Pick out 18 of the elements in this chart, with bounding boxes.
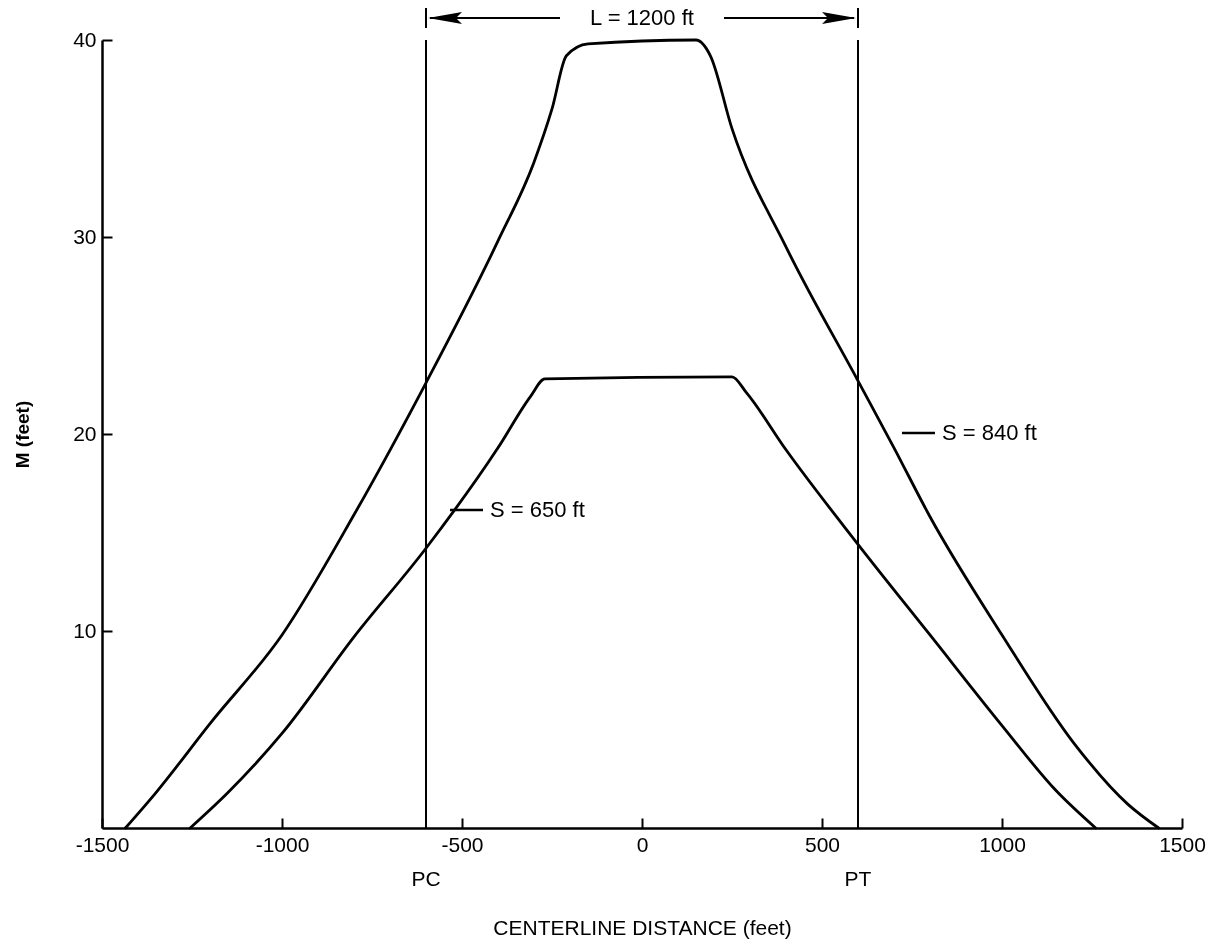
x-tick-label: 500 <box>804 832 841 856</box>
ref-line-label: PC <box>411 867 441 890</box>
y-tick-label: 10 <box>73 618 97 642</box>
ref-line-label: PT <box>844 867 872 890</box>
y-tick-label: 30 <box>73 224 97 248</box>
x-tick-label: 0 <box>636 832 649 856</box>
y-tick-label: 20 <box>73 421 97 445</box>
text: L = 1200 ft <box>590 5 694 30</box>
x-tick-label: -1500 <box>75 832 130 856</box>
x-tick-label: -1000 <box>255 832 310 856</box>
y-tick-label: 40 <box>73 27 97 51</box>
x-tick-label: 1500 <box>1159 832 1206 856</box>
x-tick-label: 1000 <box>979 832 1026 856</box>
legend-label: S = 650 ft <box>490 497 585 522</box>
y-axis-title: M (feet) <box>12 400 34 469</box>
legend-label: S = 840 ft <box>942 420 1037 445</box>
x-tick-label: -500 <box>441 832 484 856</box>
x-axis-title: CENTERLINE DISTANCE (feet) <box>493 915 792 939</box>
